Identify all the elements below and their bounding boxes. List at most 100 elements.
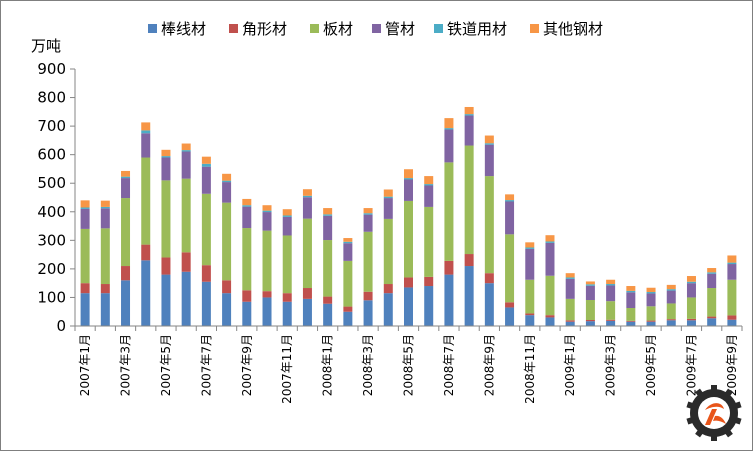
- legend-item-other: 其他钢材: [530, 20, 603, 38]
- bar-segment-plate: [646, 306, 656, 321]
- legend-label: 铁道用材: [447, 20, 507, 38]
- bar-segment-other: [343, 238, 353, 242]
- bar-segment-pipe: [424, 185, 434, 207]
- bar-segment-rod: [323, 303, 333, 326]
- bar-segment-rod: [222, 293, 232, 326]
- bar-segment-rail: [424, 184, 434, 186]
- bar-segment-other: [424, 176, 434, 185]
- bar-segment-pipe: [464, 115, 474, 146]
- bar-segment-rod: [181, 271, 191, 326]
- bar-segment-pipe: [404, 179, 413, 201]
- bar-segment-plate: [525, 279, 535, 314]
- bar-segment-rod: [242, 301, 252, 326]
- x-tick-label: 2009年1月: [563, 334, 577, 396]
- bar-segment-angle: [161, 257, 171, 275]
- legend-item-rod: 棒线材: [148, 20, 206, 38]
- bar-segment-plate: [606, 301, 616, 320]
- bar-segment-rod: [707, 318, 717, 326]
- bar-segment-pipe: [484, 144, 494, 177]
- x-tick-label: 2007年5月: [159, 334, 173, 396]
- x-tick-label: 2008年5月: [402, 334, 416, 396]
- bar-segment-rod: [80, 293, 90, 326]
- bar-segment-angle: [302, 288, 312, 299]
- bar-segment-pipe: [343, 243, 353, 261]
- x-tick-label: 2008年9月: [482, 334, 496, 396]
- bar-segment-pipe: [141, 133, 151, 158]
- bar-segment-rail: [121, 176, 131, 179]
- bar-segment-rail: [343, 241, 353, 244]
- bar-segment-other: [282, 209, 292, 216]
- bar-segment-plate: [585, 300, 595, 321]
- y-tick-label: 200: [37, 260, 66, 278]
- bar-segment-rod: [262, 297, 272, 326]
- bar-segment-pipe: [242, 206, 252, 229]
- legend-swatch: [148, 24, 157, 33]
- bar-segment-other: [606, 279, 616, 285]
- bar-segment-angle: [383, 284, 393, 294]
- bar-segment-plate: [707, 288, 717, 317]
- bar-segment-angle: [282, 293, 292, 302]
- bar-segment-plate: [505, 234, 515, 303]
- y-tick-label: 400: [37, 203, 66, 221]
- legend-swatch: [372, 24, 381, 33]
- bar-segment-other: [707, 268, 717, 273]
- bar-segment-plate: [161, 180, 171, 258]
- bar-segment-pipe: [383, 198, 393, 219]
- bar-segment-plate: [727, 279, 737, 316]
- bar-segment-other: [100, 200, 110, 207]
- x-tick-label: 2007年9月: [240, 334, 254, 396]
- bar-segment-angle: [545, 315, 555, 318]
- bar-segment-rod: [363, 300, 373, 326]
- bar-segment-angle: [666, 319, 676, 321]
- bar-segment-pipe: [323, 215, 333, 241]
- bar-segment-other: [121, 170, 131, 177]
- bar-segment-pipe: [707, 273, 717, 289]
- bar-segment-pipe: [181, 151, 191, 179]
- bar-segment-angle: [646, 320, 656, 322]
- y-tick-label: 700: [37, 117, 66, 135]
- bar-segment-angle: [100, 284, 110, 294]
- bar-segment-other: [222, 173, 232, 181]
- bar-segment-plate: [262, 230, 272, 292]
- y-tick-label: 600: [37, 146, 66, 164]
- legend: 棒线材 角形材 板材 管材 铁道用材 其他钢材: [148, 20, 603, 38]
- bar-segment-angle: [444, 260, 454, 275]
- logo-icon: [686, 385, 742, 441]
- bar-segment-rod: [121, 280, 131, 326]
- bar-segment-pipe: [302, 197, 312, 219]
- bar-segment-rail: [242, 205, 252, 207]
- bar-segment-plate: [302, 218, 312, 289]
- bar-segment-other: [464, 106, 474, 115]
- bar-segment-other: [363, 208, 373, 214]
- bar-segment-rod: [161, 274, 171, 326]
- y-tick-label: 100: [37, 288, 66, 306]
- bar-segment-angle: [242, 290, 252, 302]
- bar-segment-other: [161, 149, 171, 157]
- bar-segment-rail: [444, 128, 454, 130]
- bar-segment-plate: [242, 228, 252, 291]
- bar-segment-angle: [626, 320, 636, 322]
- bar-segment-plate: [686, 297, 696, 319]
- bar-segment-other: [666, 284, 676, 290]
- bar-segment-pipe: [666, 290, 676, 304]
- bar-segment-rail: [545, 241, 555, 243]
- x-tick-label: 2008年3月: [361, 334, 375, 396]
- bar-segment-angle: [343, 306, 353, 312]
- bar-segment-rod: [606, 320, 616, 326]
- bar-segment-rod: [666, 320, 676, 326]
- bar-segment-angle: [464, 254, 474, 267]
- bar-segment-rail: [585, 284, 595, 286]
- bar-segment-pipe: [100, 208, 110, 229]
- bar-segment-angle: [201, 265, 211, 282]
- bar-segment-angle: [525, 313, 535, 316]
- bar-segment-rod: [302, 298, 312, 326]
- bar-segment-other: [646, 287, 656, 293]
- bar-segment-rail: [222, 180, 232, 183]
- bar-segment-rod: [464, 266, 474, 326]
- bar-segment-plate: [222, 202, 232, 281]
- bar-segment-plate: [383, 218, 393, 285]
- bar-segment-plate: [484, 176, 494, 274]
- bar-segment-angle: [181, 252, 191, 272]
- y-tick-label: 900: [37, 60, 66, 78]
